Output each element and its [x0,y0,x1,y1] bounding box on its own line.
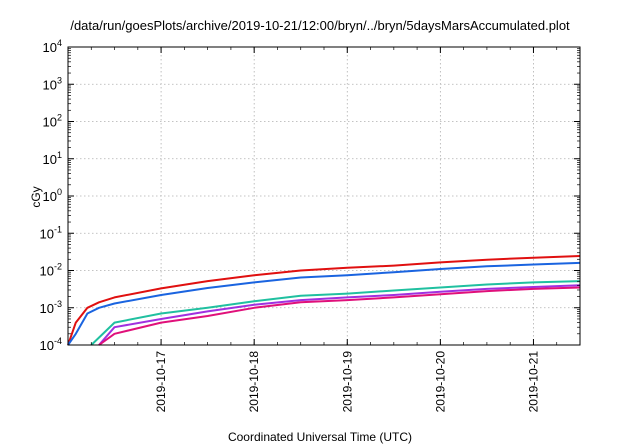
y-tick-label: 100 [43,187,62,204]
y-tick-label: 101 [43,150,62,167]
x-axis-label: Coordinated Universal Time (UTC) [227,430,413,444]
y-axis-label: cGy [29,186,43,208]
grid-lines [68,47,580,345]
x-tick-label: 2019-10-19 [340,351,354,413]
x-tick-label: 2019-10-20 [433,351,447,413]
chart-title: /data/run/goesPlots/archive/2019-10-21/1… [70,18,570,33]
series-line-4 [98,284,581,346]
x-tick-label: 2019-10-17 [154,351,168,413]
axes-group [67,46,581,346]
series-line-3 [90,280,581,346]
series-line-2 [67,261,581,346]
x-tick-label: 2019-10-21 [526,351,540,413]
plot-frame [67,46,581,346]
series-line-1 [67,255,581,346]
y-tick-label: 104 [43,38,62,55]
y-tick-label: 102 [43,113,62,130]
x-tick-label: 2019-10-18 [247,351,261,413]
series-group [67,255,581,346]
y-tick-label: 10-3 [40,299,62,316]
y-tick-label: 10-1 [40,224,62,241]
series-line-5 [98,286,581,346]
y-tick-label: 103 [43,75,62,92]
x-tick-labels: 2019-10-17 2019-10-18 2019-10-19 2019-10-20… [154,351,540,413]
y-tick-label: 10-4 [40,336,62,353]
y-tick-labels: 10-4 10-3 10-2 10-1 100 101 102 103 104 [40,38,62,353]
y-tick-label: 10-2 [40,262,62,279]
